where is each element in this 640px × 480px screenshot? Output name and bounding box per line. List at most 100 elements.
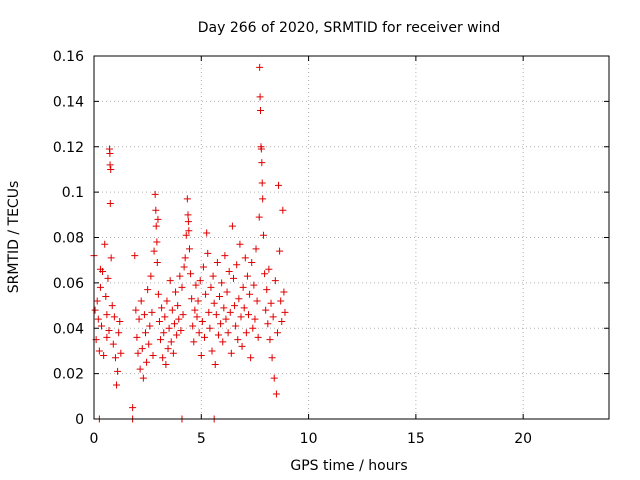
- data-point: [173, 331, 181, 339]
- data-point: [116, 317, 124, 325]
- y-tick-label: 0.08: [53, 231, 84, 247]
- data-point: [257, 145, 265, 153]
- data-point: [225, 268, 233, 276]
- data-point: [136, 365, 144, 373]
- data-point: [154, 215, 162, 223]
- data-point: [219, 338, 227, 346]
- data-point: [271, 277, 279, 285]
- data-point: [259, 195, 267, 203]
- data-point: [184, 211, 192, 219]
- data-point: [161, 313, 169, 321]
- data-point: [275, 181, 283, 189]
- data-point: [144, 286, 152, 294]
- data-point: [252, 245, 260, 253]
- data-point: [267, 299, 275, 307]
- data-point: [166, 277, 174, 285]
- data-point: [154, 290, 162, 298]
- y-tick-label: 0.12: [53, 140, 84, 156]
- y-tick-label: 0: [75, 412, 84, 428]
- data-point: [261, 270, 269, 278]
- x-tick-label: 5: [197, 431, 206, 447]
- data-point: [240, 304, 248, 312]
- data-point: [185, 245, 193, 253]
- data-point: [228, 222, 236, 230]
- y-tick-label: 0.16: [53, 49, 84, 65]
- data-point: [280, 288, 288, 296]
- data-point: [98, 322, 106, 330]
- x-axis-label: GPS time / hours: [290, 458, 407, 474]
- data-point: [181, 254, 189, 262]
- data-point: [196, 277, 204, 285]
- data-point: [105, 327, 113, 335]
- data-point: [159, 354, 167, 362]
- x-tick-label: 20: [514, 431, 532, 447]
- data-point: [238, 342, 246, 350]
- data-point: [281, 308, 289, 316]
- data-points: [90, 63, 289, 423]
- data-point: [229, 274, 237, 282]
- data-point: [150, 247, 158, 255]
- data-point: [149, 351, 157, 359]
- data-point: [192, 281, 200, 289]
- data-point: [164, 345, 172, 353]
- data-point: [177, 327, 185, 335]
- data-point: [210, 299, 218, 307]
- data-point: [208, 347, 216, 355]
- y-tick-label: 0.04: [53, 321, 84, 337]
- data-point: [254, 333, 262, 341]
- data-point: [103, 311, 111, 319]
- data-point: [102, 292, 110, 300]
- data-point: [251, 315, 259, 323]
- data-point: [158, 304, 166, 312]
- data-point: [191, 306, 199, 314]
- data-point: [203, 229, 211, 237]
- data-point: [184, 218, 192, 226]
- data-point: [111, 354, 119, 362]
- data-point: [93, 297, 101, 305]
- data-point: [268, 354, 276, 362]
- data-point: [146, 322, 154, 330]
- data-point: [160, 329, 168, 337]
- axis-ticks: 0 0.02 0.04 0.06 0.08 0.1 0.12 0.14 0.16 0 5 10 15 20: [53, 49, 609, 447]
- data-point: [163, 297, 171, 305]
- data-point: [167, 338, 175, 346]
- data-point: [224, 329, 232, 337]
- data-point: [175, 315, 183, 323]
- data-point: [169, 349, 177, 357]
- data-point: [211, 361, 219, 369]
- data-point: [218, 279, 226, 287]
- data-point: [110, 313, 118, 321]
- data-point: [115, 329, 123, 337]
- data-point: [101, 240, 109, 248]
- data-point: [246, 290, 254, 298]
- data-point: [189, 322, 197, 330]
- data-point: [151, 190, 159, 198]
- data-point: [162, 361, 170, 369]
- data-point: [202, 290, 210, 298]
- data-point: [129, 404, 137, 412]
- y-tick-label: 0.02: [53, 367, 84, 383]
- data-point: [131, 252, 139, 260]
- data-point: [147, 272, 155, 280]
- data-point: [262, 306, 270, 314]
- data-point: [153, 258, 161, 266]
- data-point: [139, 374, 147, 382]
- data-point: [264, 320, 272, 328]
- data-point: [236, 240, 244, 248]
- data-point: [107, 254, 115, 262]
- data-point: [237, 313, 245, 321]
- data-point: [226, 308, 234, 316]
- data-point: [276, 247, 284, 255]
- data-point: [142, 329, 149, 337]
- grid-lines: [94, 56, 609, 419]
- data-point: [214, 331, 222, 339]
- data-point: [248, 258, 256, 266]
- y-tick-label: 0.1: [62, 185, 84, 201]
- data-point: [137, 297, 145, 305]
- data-point: [107, 165, 115, 173]
- data-point: [242, 329, 250, 337]
- data-point: [223, 288, 231, 296]
- data-point: [114, 367, 122, 375]
- data-point: [183, 195, 191, 203]
- data-point: [132, 306, 140, 314]
